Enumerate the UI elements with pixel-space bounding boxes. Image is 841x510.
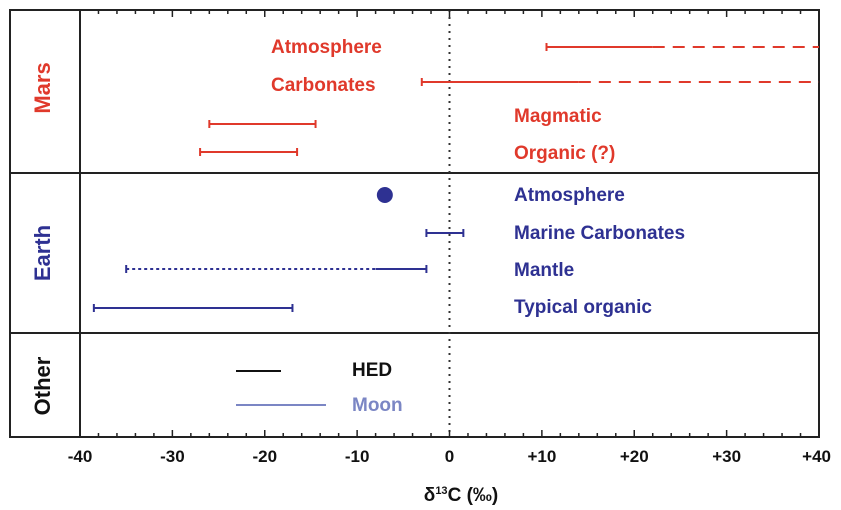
- legend-hed-label: HED: [352, 360, 392, 381]
- legend-moon-label: Moon: [352, 395, 403, 416]
- x-tick-label: +20: [620, 447, 649, 466]
- group-label-mars: Mars: [30, 62, 55, 113]
- x-tick-label: +10: [527, 447, 556, 466]
- earth-atmosphere-label: Atmosphere: [514, 185, 625, 206]
- plot-border: [9, 9, 820, 438]
- plot-frame: [9, 9, 820, 438]
- x-tick-label: -10: [345, 447, 370, 466]
- range-labels: Atmosphere Carbonates Magmatic Organic (…: [271, 37, 685, 416]
- x-axis-label-superscript: 13: [435, 485, 447, 497]
- group-labels: Mars Earth Other: [30, 62, 55, 415]
- x-axis-ticks: -40 -30 -20 -10 0 +10 +20 +30 +40: [68, 10, 831, 466]
- x-axis-label-prefix: δ: [424, 485, 436, 506]
- mars-magmatic-label: Magmatic: [514, 106, 602, 127]
- x-tick-label: +30: [712, 447, 741, 466]
- mars-atmosphere-label: Atmosphere: [271, 37, 382, 58]
- earth-marine-carbonates-label: Marine Carbonates: [514, 223, 685, 244]
- x-axis-label: δ13C (‰): [424, 485, 498, 506]
- mars-carbonates-label: Carbonates: [271, 75, 376, 96]
- x-tick-label: -30: [160, 447, 185, 466]
- earth-mantle-label: Mantle: [514, 260, 574, 281]
- mars-organic-label: Organic (?): [514, 143, 615, 164]
- x-tick-label: -20: [252, 447, 277, 466]
- x-tick-label: +40: [802, 447, 831, 466]
- group-label-earth: Earth: [30, 225, 55, 281]
- x-axis-label-suffix: C (‰): [448, 485, 499, 506]
- earth-atmosphere-point: [376, 187, 393, 203]
- group-label-other: Other: [30, 356, 55, 415]
- earth-typical-organic-label: Typical organic: [514, 297, 652, 318]
- x-tick-label: -40: [68, 447, 93, 466]
- x-tick-label: 0: [445, 447, 454, 466]
- range-marks: [92, 43, 819, 406]
